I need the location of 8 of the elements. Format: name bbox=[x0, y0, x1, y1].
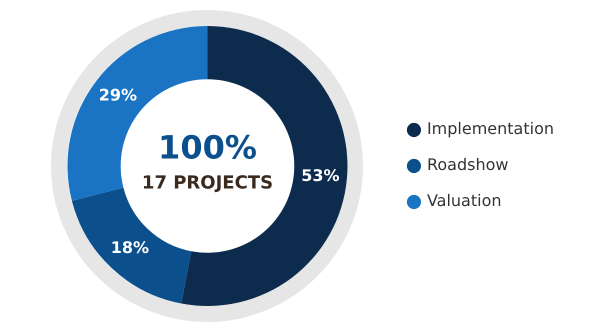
legend-label: Implementation bbox=[426, 119, 554, 138]
text: 100% bbox=[158, 128, 257, 166]
legend-label: Roadshow bbox=[426, 155, 508, 174]
legend-label: Valuation bbox=[426, 191, 502, 210]
data-label: 29% bbox=[98, 86, 138, 105]
data-label: 18% bbox=[110, 238, 149, 257]
data-label: 53% bbox=[301, 166, 340, 185]
text: 17 PROJECTS bbox=[142, 172, 274, 194]
